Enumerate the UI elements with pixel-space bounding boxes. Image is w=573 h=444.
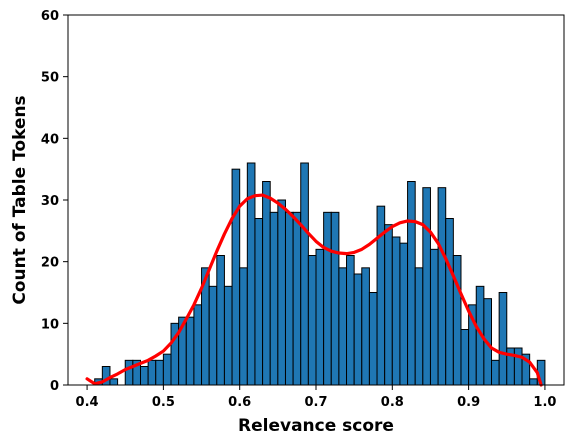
histogram-bar (269, 211, 279, 386)
x-tick-label: 0.6 (228, 395, 251, 410)
x-tick-label: 1.0 (533, 395, 556, 410)
x-tick-label: 0.8 (381, 395, 404, 410)
histogram-bar (353, 273, 363, 386)
histogram-bar (155, 359, 164, 386)
histogram-bar (239, 267, 248, 386)
histogram-bar (399, 242, 409, 386)
histogram-bar (407, 181, 416, 386)
histogram-bar (315, 248, 325, 386)
histogram-bar (300, 162, 309, 386)
histogram-bar (147, 359, 157, 386)
histogram-bar (338, 267, 348, 386)
histogram-bar (498, 292, 508, 386)
histogram-bar (162, 353, 172, 386)
histogram-bar (292, 211, 302, 386)
y-tick-label: 30 (41, 194, 59, 209)
histogram-bar (346, 255, 355, 386)
histogram-bar (323, 211, 332, 386)
histogram-bar (277, 199, 286, 386)
y-tick-label: 40 (41, 132, 59, 147)
histogram-bar (384, 224, 393, 386)
histogram-bar (216, 255, 225, 386)
histogram-bar (193, 304, 203, 386)
x-axis-title: Relevance score (238, 416, 394, 436)
y-tick-label: 50 (41, 71, 59, 86)
histogram-bar (437, 187, 447, 386)
histogram-bar (429, 248, 439, 386)
histogram-bar (414, 267, 424, 386)
density-curve (85, 193, 543, 387)
y-axis-title: Count of Table Tokens (10, 95, 30, 304)
histogram-bar (139, 366, 149, 386)
histogram-bar (529, 378, 538, 386)
histogram-bar (254, 218, 264, 386)
histogram-bar (491, 359, 500, 386)
y-axis-ticks: 0 10 20 30 40 50 60 (41, 9, 68, 394)
histogram-bar (391, 236, 401, 386)
histogram-bar (284, 211, 294, 386)
histogram-bar (361, 267, 370, 386)
histogram-bar (223, 285, 233, 386)
histogram-bar (460, 329, 470, 386)
histogram-bar (445, 218, 454, 386)
y-tick-label: 0 (50, 379, 59, 394)
histogram-bar (208, 285, 218, 386)
y-tick-label: 60 (41, 9, 59, 24)
histogram-bar (231, 168, 241, 386)
x-tick-label: 0.9 (457, 395, 480, 410)
x-tick-label: 0.7 (304, 395, 327, 410)
histogram-bar (330, 211, 340, 386)
histogram-bar (368, 292, 378, 386)
y-tick-label: 20 (41, 256, 59, 271)
x-tick-label: 0.5 (152, 395, 175, 410)
histogram-bar (422, 187, 431, 386)
histogram-bar (307, 255, 317, 386)
histogram-bar (124, 359, 134, 386)
histogram-bar (109, 378, 119, 386)
y-tick-label: 10 (41, 317, 59, 332)
histogram-bar (185, 316, 195, 386)
x-axis-ticks: 0.4 0.5 0.6 0.7 0.8 0.9 1.0 (76, 385, 556, 410)
histogram-bar (262, 181, 271, 386)
histogram-bar (513, 347, 523, 386)
x-tick-label: 0.4 (76, 395, 99, 410)
